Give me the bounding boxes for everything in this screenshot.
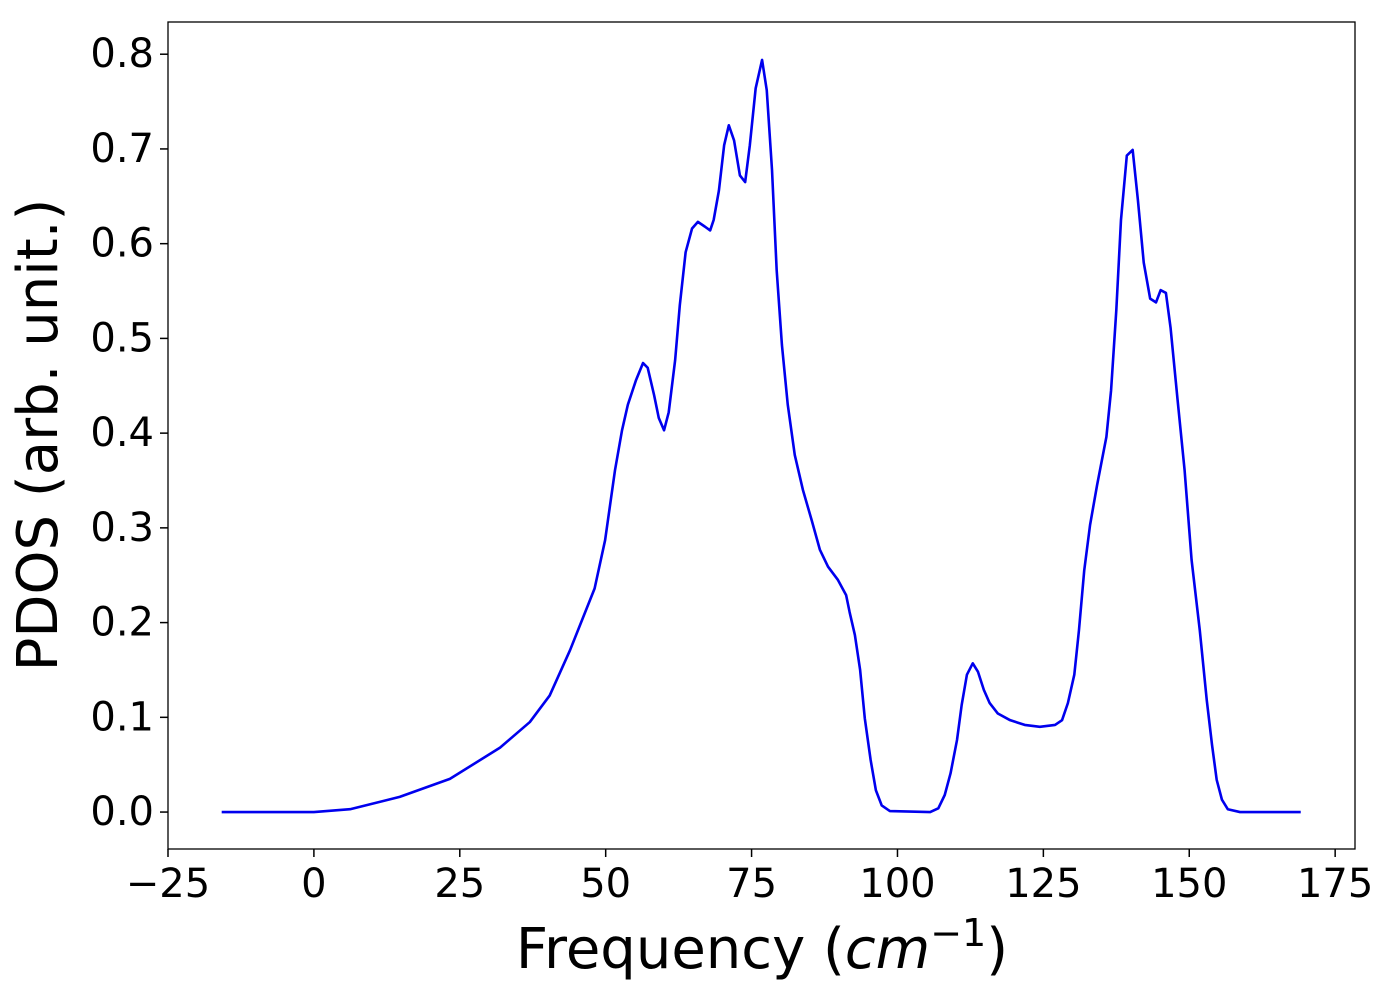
y-tick-label: 0.0 [90, 789, 154, 835]
y-tick-label: 0.7 [90, 126, 154, 172]
y-tick-label: 0.6 [90, 221, 154, 267]
x-label-unit: cm [845, 917, 930, 982]
plot-frame [167, 21, 1356, 850]
x-tick-label: 125 [1005, 861, 1081, 907]
data-line [221, 58, 1301, 814]
x-label-exponent: −1 [930, 911, 986, 955]
x-tick-label: 25 [434, 861, 485, 907]
y-tick-label: 0.5 [90, 315, 154, 361]
x-tick-label: 175 [1297, 861, 1373, 907]
y-tick-label: 0.8 [90, 31, 154, 77]
y-tick-label: 0.4 [90, 410, 154, 456]
y-axis-label: PDOS (arb. unit.) [6, 199, 71, 672]
x-label-text: ) [986, 917, 1008, 982]
x-tick-label: −25 [126, 861, 210, 907]
x-tick-label: 0 [301, 861, 326, 907]
x-axis-label: Frequency (cm−1) [516, 911, 1008, 982]
y-tick-label: 0.1 [90, 694, 154, 740]
y-tick-label: 0.3 [90, 505, 154, 551]
x-label-text: Frequency ( [516, 917, 845, 982]
x-tick-label: 150 [1151, 861, 1227, 907]
x-tick-label: 75 [726, 861, 777, 907]
x-tick-label: 50 [580, 861, 631, 907]
x-tick-label: 100 [859, 861, 935, 907]
y-tick-label: 0.2 [90, 600, 154, 646]
